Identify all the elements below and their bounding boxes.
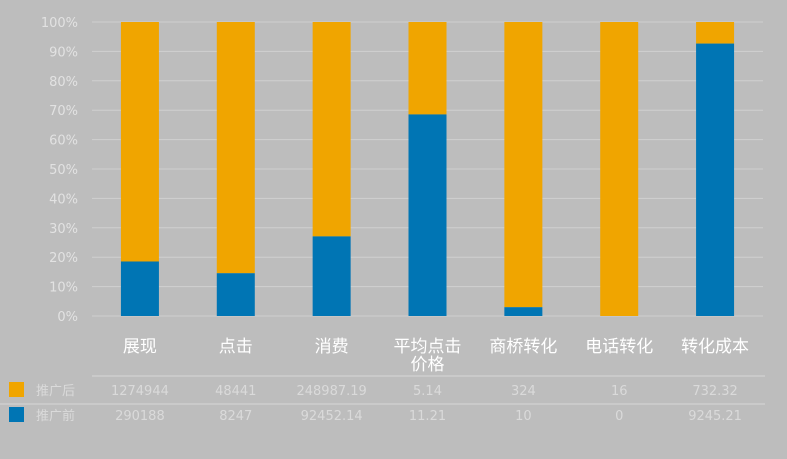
bar-before [120,261,159,316]
table-cell: 10 [515,409,532,424]
data-table: 推广后 1274944 48441 248987.19 5.14 324 16 732.32 推… [0,375,765,424]
bar-after [408,22,447,115]
legend-swatch [9,382,24,397]
y-tick-label: 30% [49,222,78,237]
y-tick-label: 60% [49,134,78,149]
legend-label: 推广后 [36,384,75,399]
bar-after [312,22,351,237]
y-tick-label: 20% [49,251,78,266]
legend-swatch [9,407,24,422]
y-tick-label: 50% [49,163,78,178]
bar-after [504,22,543,308]
legend-label: 推广前 [36,408,75,424]
table-cell: 324 [511,384,536,399]
category-label: 电话转化 [585,337,653,357]
table-cell: 9245.21 [688,409,742,424]
y-axis: 0% 10% 20% 30% 40% 50% 60% 70% 80% 90% 100% [41,16,78,325]
table-cell: 11.21 [409,409,446,424]
bar-before [504,307,543,316]
bar-before [312,236,351,316]
y-tick-label: 90% [49,45,78,60]
y-tick-label: 100% [41,16,78,31]
bar-after [600,22,639,316]
bar-before [216,273,255,316]
y-tick-label: 40% [49,192,78,207]
y-tick-label: 10% [49,281,78,296]
bar-after [696,22,735,44]
table-cell: 732.32 [692,384,738,399]
table-cell: 48441 [215,384,256,399]
category-label: 展现 [123,337,157,357]
table-cell: 0 [615,409,623,424]
y-tick-label: 80% [49,75,78,90]
bar-after [120,22,159,262]
category-label: 转化成本 [681,337,749,357]
table-cell: 8247 [219,409,252,424]
category-label-line2: 价格 [411,355,445,375]
category-label: 商桥转化 [489,337,557,357]
category-label: 消费 [315,337,349,357]
table-cell: 248987.19 [296,384,366,399]
table-cell: 1274944 [111,384,169,399]
bar-after [216,22,255,274]
table-cell: 5.14 [413,384,442,399]
category-label: 点击 [219,337,253,357]
y-tick-label: 70% [49,104,78,119]
category-label: 平均点击 [394,337,462,357]
table-cell: 290188 [115,409,165,424]
table-cell: 92452.14 [301,409,363,424]
table-cell: 16 [611,384,628,399]
bar-before [408,114,447,316]
bar-before [696,43,735,316]
y-tick-label: 0% [57,310,78,325]
bars [120,22,735,316]
